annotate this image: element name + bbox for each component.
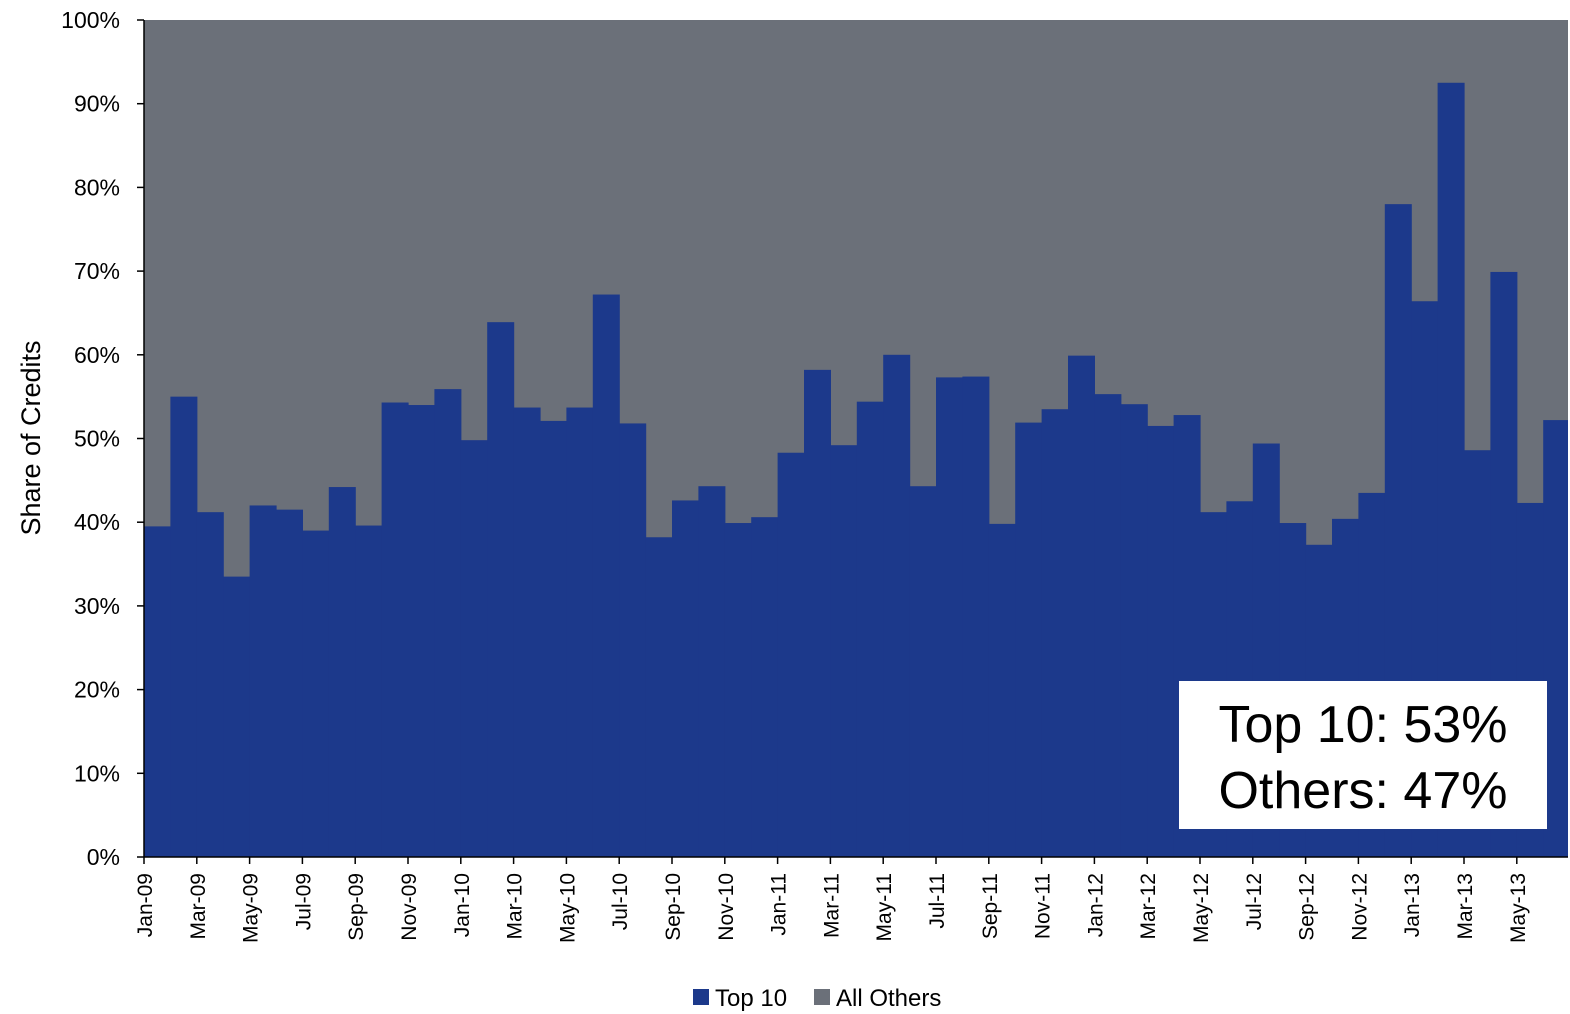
x-tick-label: Jan-10 [451, 873, 474, 937]
y-tick-label: 0% [87, 844, 120, 870]
x-tick-label: May-13 [1507, 873, 1530, 943]
annotation-line-1: Top 10: 53% [1218, 696, 1507, 754]
top10-bar [672, 500, 699, 857]
y-tick-label: 30% [74, 593, 120, 619]
top10-bar [566, 407, 594, 857]
top10-bar [988, 523, 1016, 857]
top10-bar [355, 525, 383, 857]
top10-bar [460, 440, 488, 857]
top10-bar [724, 523, 752, 857]
top10-bar [249, 505, 277, 857]
x-axis: Jan-09 Mar-09 May-09 Jul-09 Sep-09 Nov-09 Jan-… [134, 856, 1568, 943]
top10-bar [196, 512, 224, 857]
y-tick-label: 70% [74, 258, 120, 284]
x-tick-label: May-10 [556, 873, 579, 943]
x-tick-label: Sep-09 [345, 873, 368, 941]
top10-bar [962, 376, 990, 857]
x-tick-label: Jan-11 [768, 873, 791, 936]
top10-bar [513, 407, 541, 857]
x-tick-label: Jan-09 [134, 873, 157, 937]
legend: Top 10 All Others [693, 985, 941, 1012]
top10-bar [223, 576, 251, 857]
x-tick-label: Sep-11 [979, 873, 1002, 939]
annotation-box: Top 10: 53% Others: 47% [1179, 681, 1547, 829]
top10-bar [751, 517, 779, 857]
top10-bar [1147, 425, 1175, 857]
top10-bar [698, 486, 726, 857]
x-tick-label: Jul-11 [926, 873, 949, 929]
x-tick-label: Jul-09 [292, 873, 315, 930]
y-tick-label: 20% [74, 677, 120, 703]
legend-label-all-others: All Others [836, 985, 941, 1012]
y-axis-title: Share of Credits [16, 340, 46, 535]
top10-bar [276, 509, 303, 857]
x-tick-label: Sep-10 [662, 873, 685, 941]
top10-bar [302, 530, 330, 857]
x-tick-label: Jan-12 [1084, 873, 1107, 937]
legend-swatch-top10 [693, 989, 709, 1005]
x-tick-label: Mar-09 [187, 873, 210, 940]
x-tick-label: Mar-13 [1454, 873, 1477, 940]
top10-bar [619, 423, 647, 857]
x-tick-label: Nov-10 [715, 873, 738, 941]
x-tick-label: May-12 [1190, 873, 1213, 943]
x-tick-label: Jul-12 [1243, 873, 1266, 930]
x-tick-label: Mar-10 [504, 873, 527, 940]
top10-bar [592, 294, 620, 857]
top10-bar [883, 354, 911, 857]
top10-bar [381, 402, 409, 857]
annotation-line-2: Others: 47% [1218, 762, 1507, 820]
top10-bar [1015, 422, 1043, 857]
x-tick-label: Jan-13 [1401, 873, 1424, 937]
x-tick-label: Nov-09 [398, 873, 421, 941]
y-tick-label: 60% [74, 342, 120, 368]
x-tick-label: Nov-12 [1348, 873, 1371, 941]
x-tick-label: Mar-12 [1137, 873, 1160, 940]
y-tick-label: 100% [61, 7, 120, 33]
x-tick-label: Jul-10 [609, 873, 632, 930]
top10-bar [328, 487, 356, 857]
y-tick-label: 90% [74, 91, 120, 117]
top10-bar [144, 526, 171, 857]
x-tick-label: Mar-11 [820, 873, 843, 938]
top10-bar [777, 452, 805, 857]
top10-bar [540, 420, 567, 857]
top10-bar [830, 445, 858, 857]
top10-bar [1041, 409, 1069, 857]
top10-bar [434, 389, 462, 857]
top10-bar [804, 369, 831, 857]
legend-swatch-all-others [814, 989, 830, 1005]
top10-bar [170, 396, 198, 857]
top10-bar [1068, 355, 1095, 857]
top10-bar [487, 322, 515, 858]
legend-label-top10: Top 10 [715, 985, 787, 1012]
y-tick-label: 40% [74, 509, 120, 535]
x-tick-label: Sep-12 [1296, 873, 1319, 941]
top10-bar [1094, 394, 1122, 857]
top10-bar [645, 537, 673, 857]
top10-bar [909, 486, 937, 857]
top10-bar [408, 405, 435, 857]
top10-bar [1543, 420, 1568, 857]
y-tick-label: 10% [74, 760, 120, 786]
top10-bar [856, 401, 884, 857]
x-tick-label: Nov-11 [1032, 873, 1055, 939]
x-tick-label: May-11 [873, 873, 896, 941]
top10-bar [936, 377, 963, 857]
y-tick-label: 80% [74, 174, 120, 200]
y-tick-label: 50% [74, 426, 120, 452]
top10-bar [1120, 404, 1148, 857]
x-tick-label: May-09 [240, 873, 263, 943]
y-axis: 0% 10% 20% 30% 40% 50% 60% 70% 80% 90% 100% [61, 7, 145, 870]
